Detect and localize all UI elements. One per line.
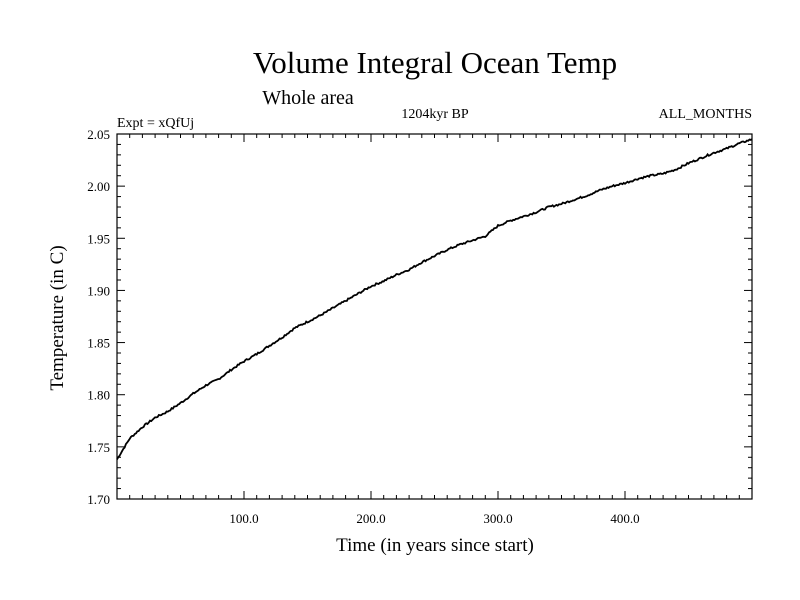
y-tick-label: 1.95 [87,231,110,246]
temperature-series-line [116,138,753,460]
y-tick-label: 1.75 [87,440,110,455]
chart-title: Volume Integral Ocean Temp [253,45,617,80]
y-axis-label: Temperature (in C) [47,245,68,390]
chart-subtitle: Whole area [262,87,354,109]
y-tick-label: 1.80 [87,388,110,403]
plot-frame [116,133,753,500]
x-tick-label: 400.0 [610,511,639,526]
experiment-label: Expt = xQfUj [117,116,194,131]
months-label: ALL_MONTHS [659,107,752,122]
x-axis-label: Time (in years since start) [336,535,534,556]
y-tick-labels: 1.70 1.75 1.80 1.85 1.90 1.95 2.00 2.05 [87,127,110,507]
tick-marks [117,134,752,499]
x-tick-label: 200.0 [356,511,385,526]
x-tick-label: 100.0 [229,511,258,526]
period-label: 1204kyr BP [401,107,469,122]
x-tick-labels: 100.0 200.0 300.0 400.0 [229,511,639,526]
y-tick-label: 1.70 [87,492,110,507]
y-tick-label: 2.05 [87,127,110,142]
y-tick-label: 1.85 [87,336,110,351]
y-tick-label: 1.90 [87,283,110,298]
x-tick-label: 300.0 [483,511,512,526]
y-tick-label: 2.00 [87,179,110,194]
axes [116,133,753,500]
